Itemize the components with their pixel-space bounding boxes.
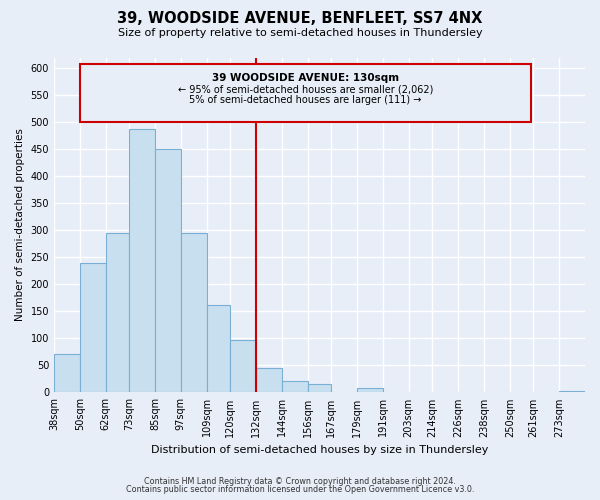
Bar: [106, 233, 129, 392]
Bar: [206, 305, 230, 392]
Bar: [230, 340, 256, 392]
Text: 39, WOODSIDE AVENUE, BENFLEET, SS7 4NX: 39, WOODSIDE AVENUE, BENFLEET, SS7 4NX: [118, 11, 482, 26]
Bar: [256, 368, 282, 392]
Text: ← 95% of semi-detached houses are smaller (2,062): ← 95% of semi-detached houses are smalle…: [178, 84, 433, 94]
Bar: [155, 150, 181, 392]
Bar: [357, 388, 383, 392]
X-axis label: Distribution of semi-detached houses by size in Thundersley: Distribution of semi-detached houses by …: [151, 445, 488, 455]
Bar: [129, 130, 155, 392]
Text: Size of property relative to semi-detached houses in Thundersley: Size of property relative to semi-detach…: [118, 28, 482, 38]
Bar: [181, 233, 206, 392]
Text: Contains HM Land Registry data © Crown copyright and database right 2024.: Contains HM Land Registry data © Crown c…: [144, 477, 456, 486]
Bar: [54, 354, 80, 393]
Bar: [308, 384, 331, 392]
FancyBboxPatch shape: [80, 64, 531, 122]
Text: 39 WOODSIDE AVENUE: 130sqm: 39 WOODSIDE AVENUE: 130sqm: [212, 72, 399, 83]
Bar: [80, 263, 106, 392]
Text: 5% of semi-detached houses are larger (111) →: 5% of semi-detached houses are larger (1…: [190, 96, 422, 106]
Y-axis label: Number of semi-detached properties: Number of semi-detached properties: [15, 128, 25, 322]
Text: Contains public sector information licensed under the Open Government Licence v3: Contains public sector information licen…: [126, 485, 474, 494]
Bar: [282, 380, 308, 392]
Bar: [559, 391, 585, 392]
